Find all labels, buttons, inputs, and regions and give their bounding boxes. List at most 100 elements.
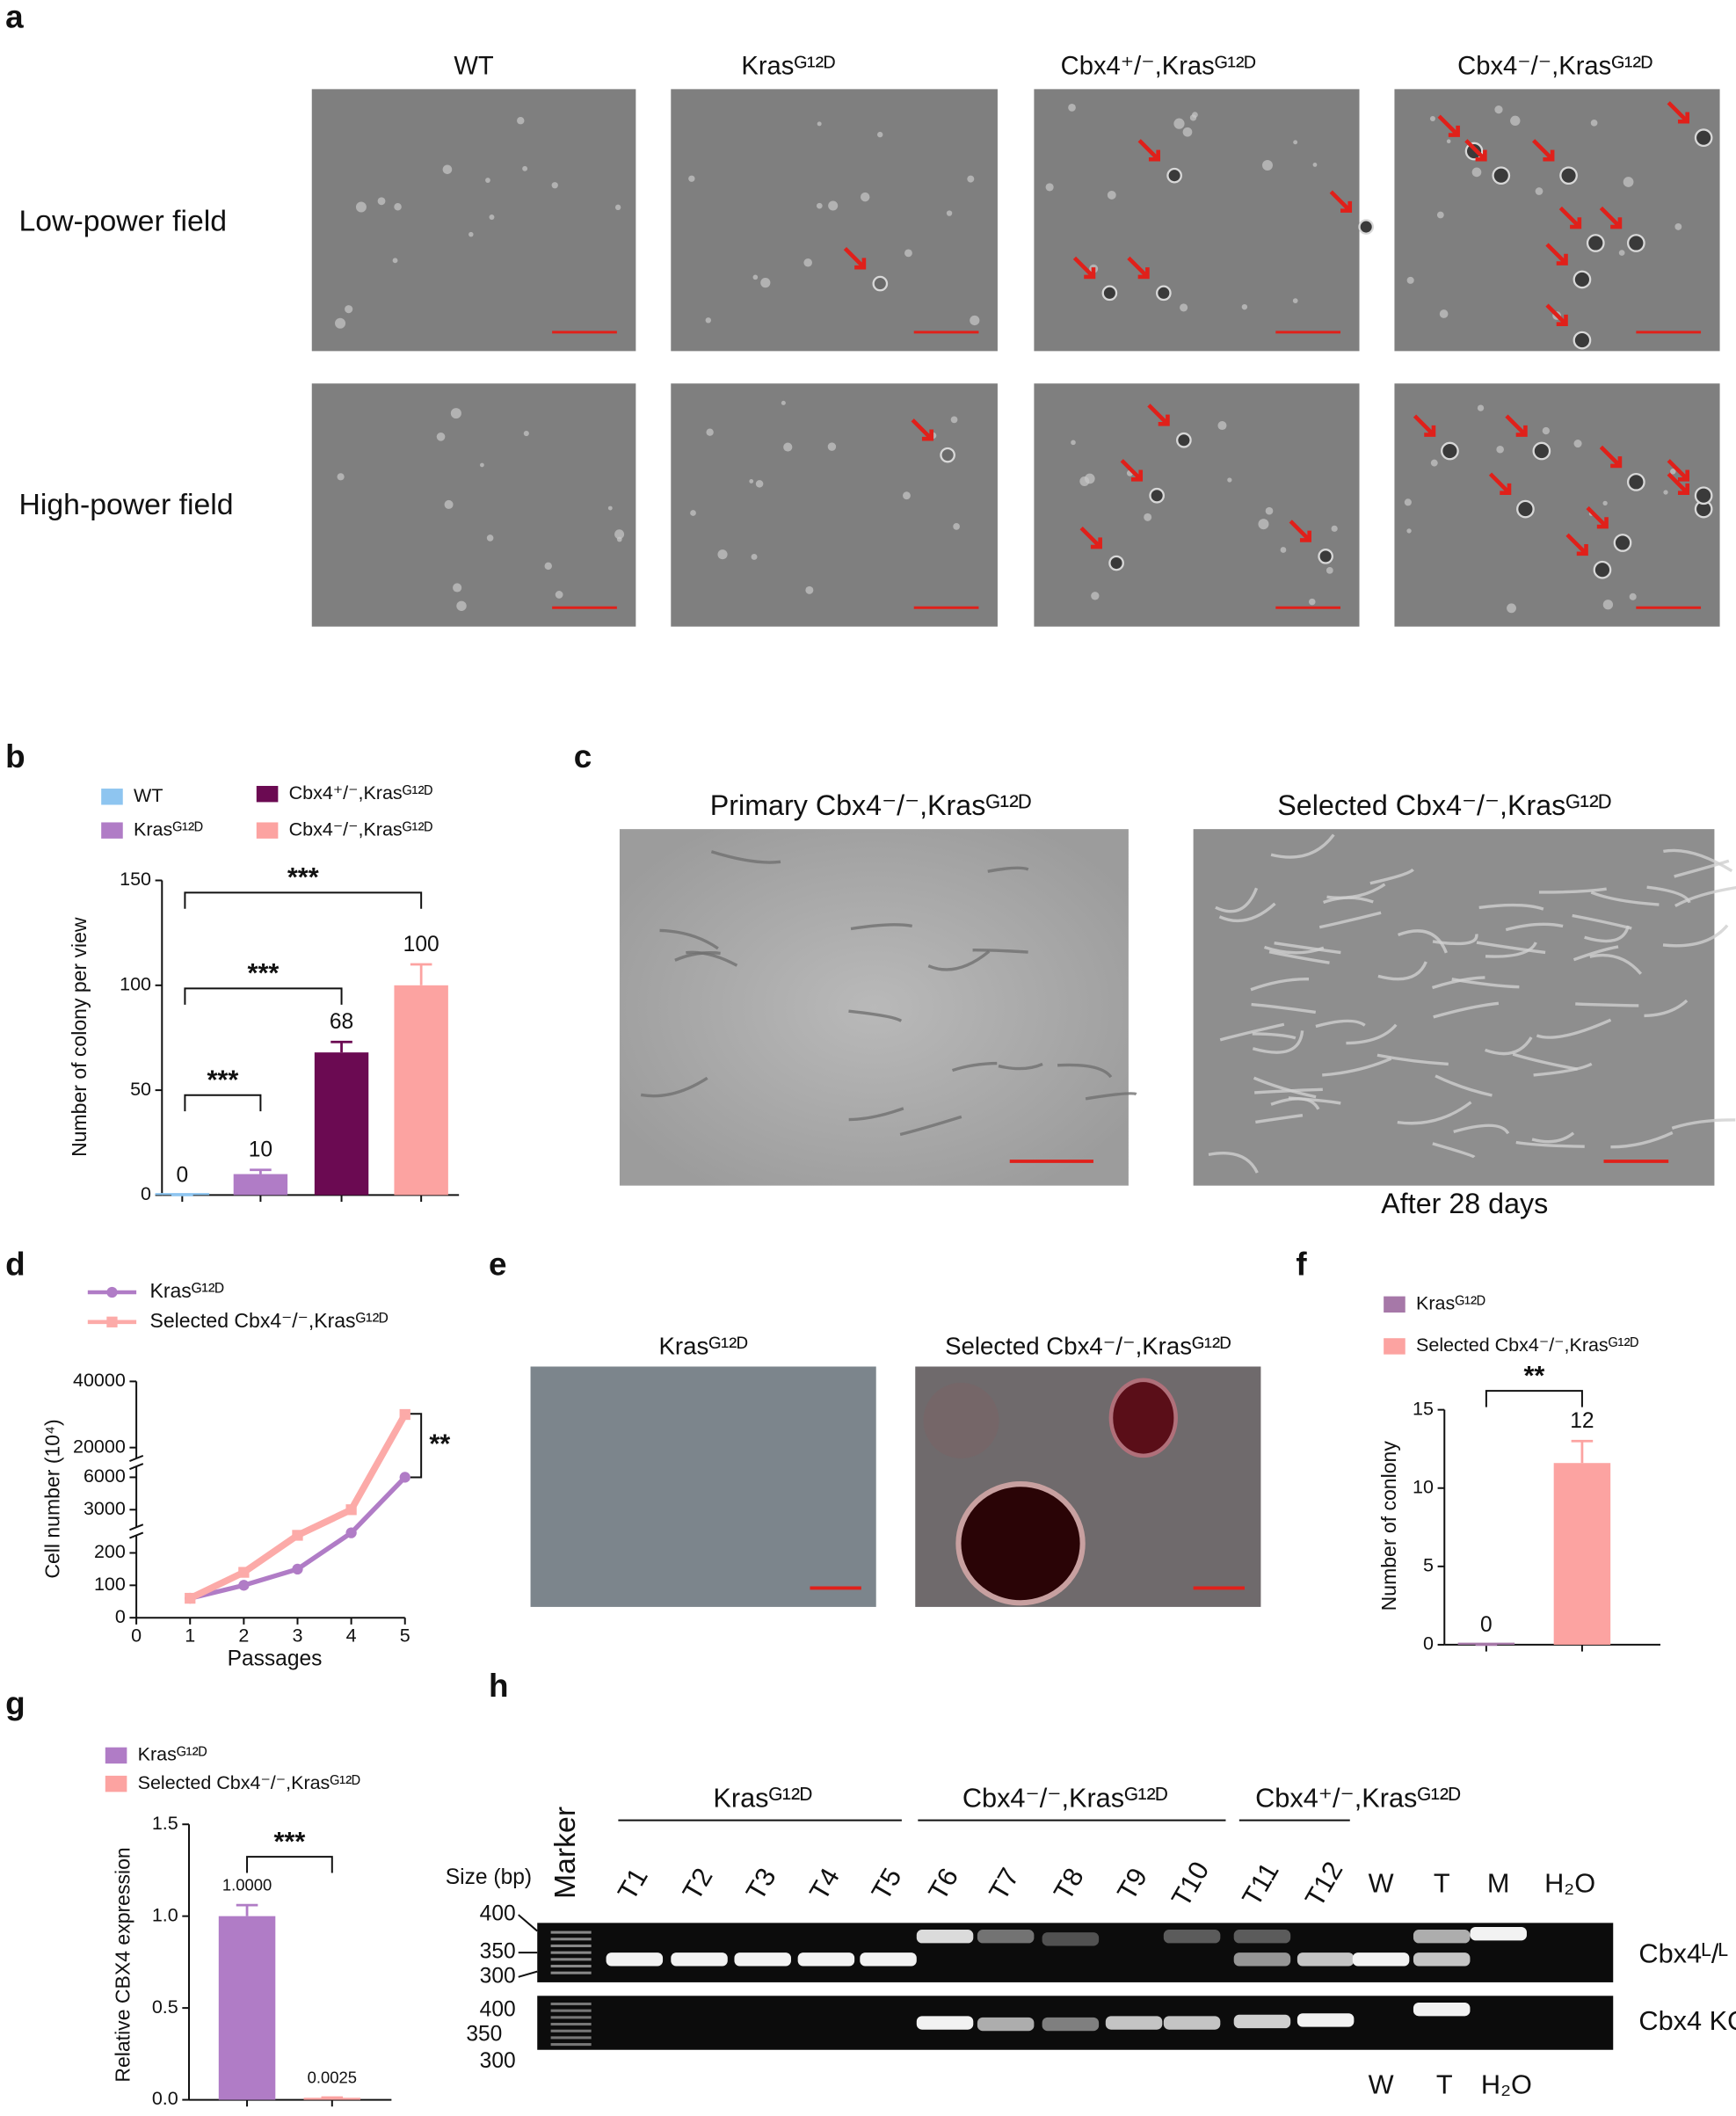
data-label: 12 (1570, 1409, 1594, 1433)
particle (1670, 469, 1676, 475)
colony (1166, 167, 1182, 184)
cell (1432, 1142, 1476, 1159)
particle (1618, 250, 1625, 256)
legend-swatch (105, 1747, 127, 1764)
column-label: Cbx4⁺/⁻,Krasᴳ¹²ᴰ (1061, 53, 1256, 81)
particle (1173, 118, 1185, 129)
particle (717, 549, 728, 560)
gel-bands (550, 1926, 1527, 2047)
colony (1358, 219, 1375, 235)
colony (1108, 555, 1124, 571)
colony (1694, 128, 1713, 148)
particle (522, 165, 528, 171)
lane-label: T1 (612, 1863, 654, 1906)
particle (614, 204, 621, 211)
image-title: Selected Cbx4⁻/⁻,Krasᴳ¹²ᴰ (1277, 789, 1611, 821)
column-label: WT (454, 53, 494, 81)
size-pointer (518, 1914, 538, 1932)
data-label: 0.0025 (308, 2068, 357, 2086)
particle (1144, 513, 1152, 521)
cell (1478, 903, 1544, 911)
marker-band (550, 2029, 592, 2032)
panel-label: e (489, 1247, 506, 1283)
marker-band (550, 2036, 592, 2040)
particle (690, 510, 696, 516)
cell (1433, 1001, 1500, 1019)
cell (1085, 1092, 1137, 1101)
particle (749, 479, 754, 484)
particle (1406, 528, 1412, 534)
image-title: Krasᴳ¹²ᴰ (658, 1332, 747, 1359)
legend-label: Selected Cbx4⁻/⁻,Krasᴳ¹²ᴰ (149, 1309, 388, 1332)
cell (710, 850, 781, 864)
band (1042, 2017, 1100, 2032)
particle (1590, 119, 1598, 127)
arrow (1599, 445, 1623, 469)
legend-label: Cbx4⁺/⁻,Krasᴳ¹²ᴰ (289, 782, 433, 803)
lane-label: T (1436, 2069, 1453, 2099)
group-label: Krasᴳ¹²ᴰ (713, 1783, 812, 1814)
band (1352, 1952, 1410, 1967)
y-tick-label: 200 (94, 1541, 126, 1562)
lane-label: T11 (1236, 1857, 1285, 1910)
particle (607, 505, 613, 511)
particle (828, 200, 839, 211)
panel-label: d (5, 1247, 25, 1283)
point (292, 1563, 303, 1575)
cell (1435, 1074, 1493, 1097)
size-tick: 400 (480, 1902, 516, 1926)
particle (752, 274, 759, 280)
band (1413, 1930, 1471, 1944)
cell (848, 1107, 904, 1122)
y-tick-label: 50 (130, 1079, 151, 1100)
colony (1101, 285, 1118, 302)
particle (706, 428, 714, 436)
x-tick-label: 0 (131, 1625, 142, 1646)
legend-label: Cbx4⁻/⁻,Krasᴳ¹²ᴰ (289, 818, 433, 840)
lane-label: T7 (983, 1863, 1025, 1906)
micrograph (1034, 383, 1360, 627)
band (734, 1952, 791, 1967)
cell (1485, 1036, 1533, 1056)
particle (783, 442, 793, 452)
particle (817, 121, 822, 127)
particle (1045, 183, 1054, 192)
significance-bracket (410, 1413, 423, 1479)
cell (1505, 922, 1564, 932)
cell (1268, 950, 1330, 964)
x-tick-label: 1 (185, 1625, 195, 1646)
size-tick: 300 (480, 2049, 516, 2073)
cell (1575, 1002, 1639, 1007)
lane-label: T12 (1299, 1856, 1349, 1911)
particle (551, 182, 558, 189)
particle (1602, 500, 1608, 506)
cell (1315, 1019, 1366, 1029)
significance-label: *** (273, 1826, 305, 1857)
cell (1663, 848, 1733, 873)
particle (1663, 490, 1668, 495)
band (1470, 1926, 1527, 1941)
bar (314, 1052, 369, 1196)
arrow (1079, 526, 1102, 549)
marker-band (550, 1931, 592, 1934)
particle (456, 600, 467, 611)
particle (1496, 445, 1504, 454)
y-tick-label: 5 (1423, 1554, 1434, 1575)
cell (1572, 913, 1632, 930)
band (860, 1952, 917, 1967)
micrograph (311, 89, 636, 352)
colony (1573, 331, 1592, 350)
y-axis-label: Cell number (10⁴) (41, 1419, 64, 1578)
colony (1626, 473, 1645, 491)
legend-swatch (101, 789, 123, 805)
data-label: 1.0000 (222, 1875, 272, 1894)
cell (1255, 1113, 1304, 1124)
error-bar (236, 1903, 258, 1916)
cell (1253, 1076, 1317, 1099)
particle (450, 408, 461, 419)
lane-label: T9 (1111, 1863, 1153, 1906)
marker-band (550, 2009, 592, 2012)
particle (827, 442, 837, 451)
colony (1516, 499, 1535, 519)
legend-swatch (1384, 1296, 1406, 1313)
